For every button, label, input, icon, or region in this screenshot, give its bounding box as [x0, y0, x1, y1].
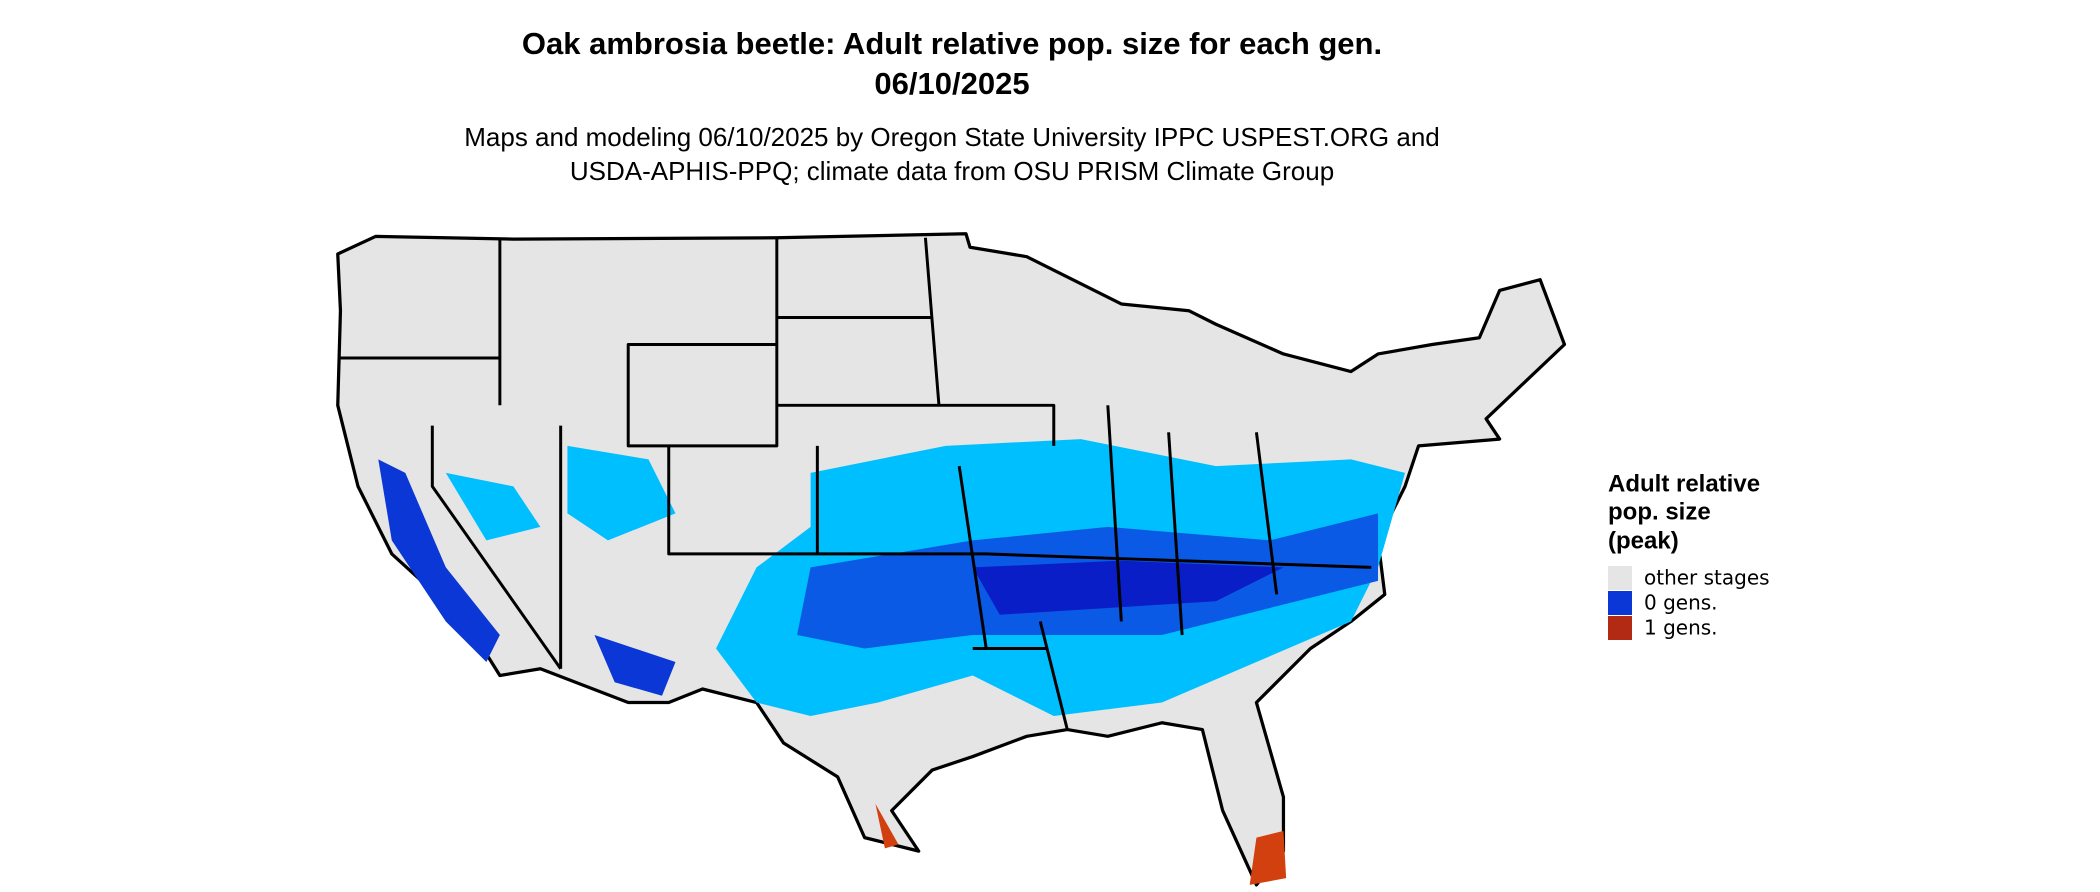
legend-swatch: [1608, 566, 1632, 590]
legend-label: 0 gens.: [1644, 591, 1718, 615]
legend: Adult relative pop. size (peak) other st…: [1608, 470, 1770, 640]
legend-label: other stages: [1644, 566, 1770, 590]
zone-dark: [972, 560, 1284, 615]
legend-swatch: [1608, 591, 1632, 615]
state-border: [340, 237, 1372, 730]
legend-label: 1 gens.: [1644, 616, 1718, 640]
subtitle: USDA-APHIS-PPQ; climate data from OSU PR…: [570, 156, 1334, 186]
title: 06/10/2025: [874, 66, 1029, 101]
zone-light: [445, 445, 676, 541]
zone-west: [378, 459, 676, 696]
legend-title: pop. size: [1608, 498, 1711, 525]
us-map: [336, 232, 1567, 887]
legend-title: (peak): [1608, 527, 1679, 554]
subtitle: Maps and modeling 06/10/2025 by Oregon S…: [464, 122, 1440, 152]
title: Oak ambrosia beetle: Adult relative pop.…: [522, 26, 1382, 61]
legend-swatch: [1608, 616, 1632, 640]
legend-title: Adult relative: [1608, 470, 1760, 497]
